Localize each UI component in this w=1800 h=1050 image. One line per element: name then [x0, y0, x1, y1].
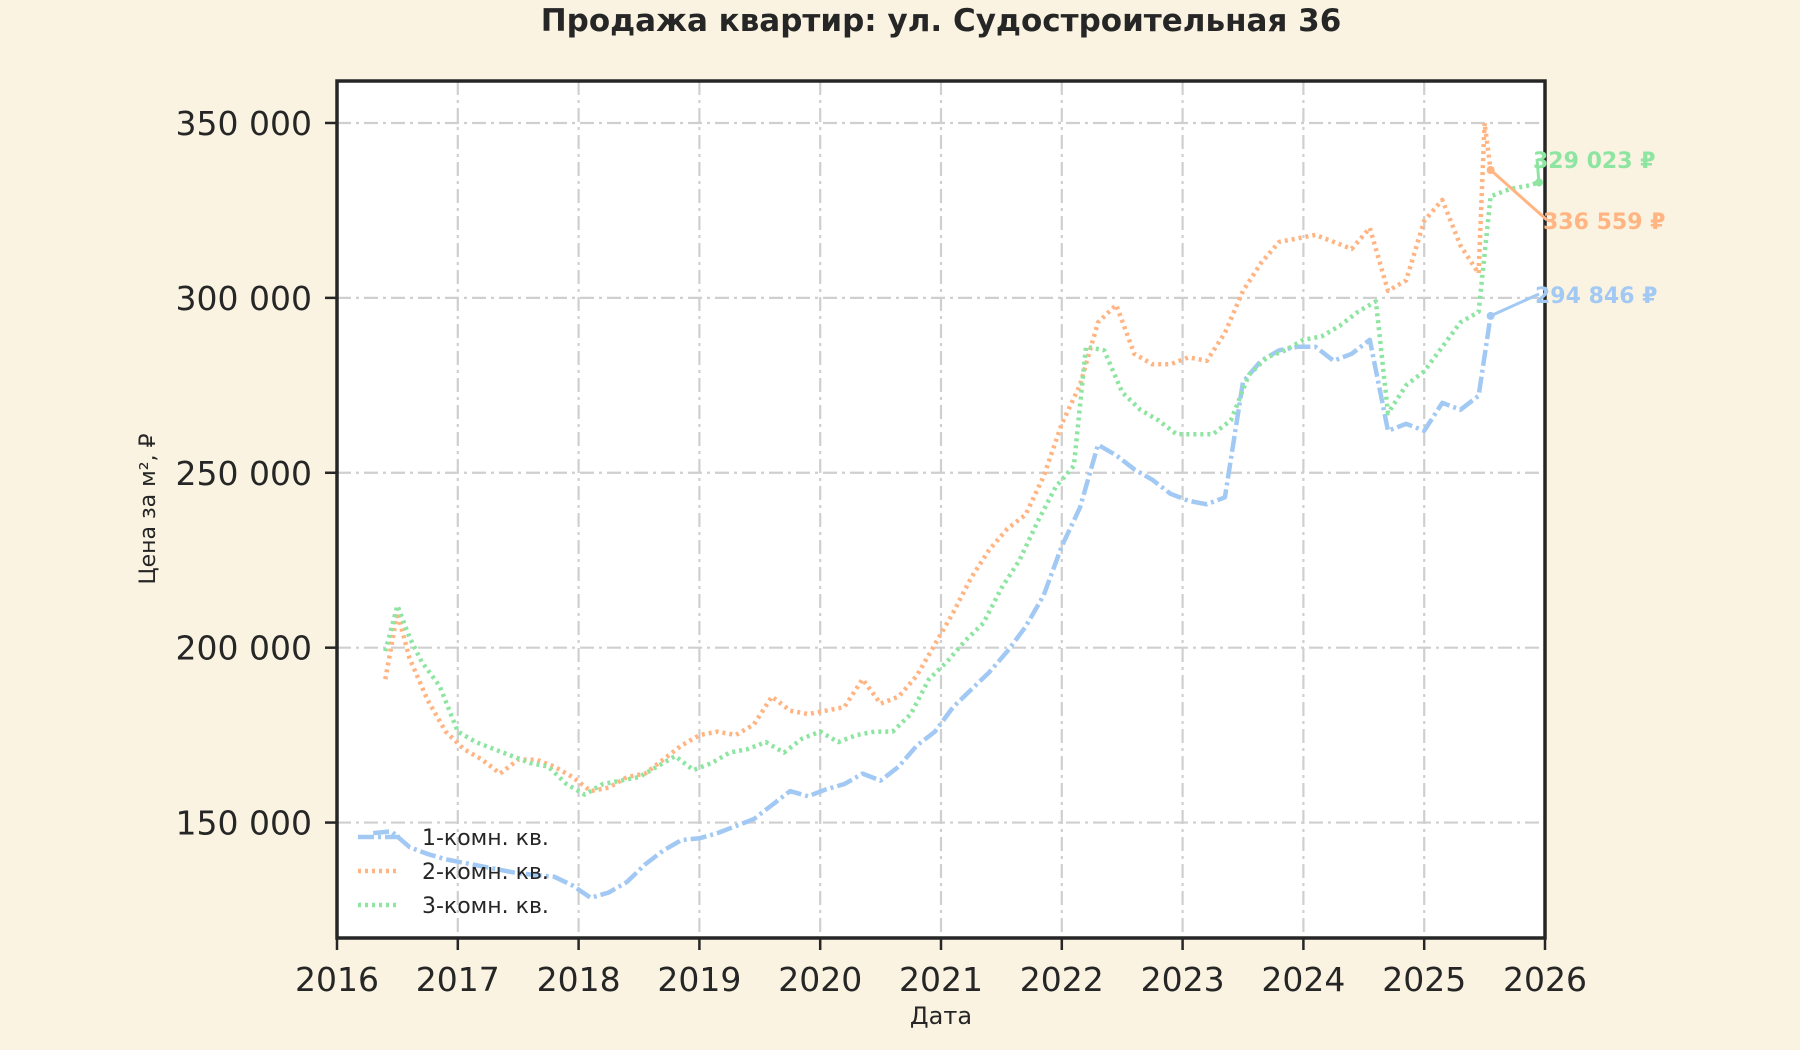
- series-line-2: [383, 120, 1493, 794]
- legend-label: 2-комн. кв.: [422, 860, 549, 885]
- x-axis-label: Дата: [910, 1002, 972, 1030]
- legend: 1-комн. кв. 2-комн. кв. 3-комн. кв.: [358, 826, 549, 919]
- annotation-endpoint: [1486, 165, 1495, 174]
- chart-title: Продажа квартир: ул. Судостроительная 36: [541, 3, 1342, 39]
- annotation-endpoint: [1534, 178, 1543, 187]
- y-tick-label: 150 000: [176, 804, 312, 843]
- y-axis: 150 000 200 000 250 000 300 000 350 000: [176, 104, 337, 843]
- y-tick-label: 250 000: [176, 454, 312, 493]
- series-line-3: [383, 180, 1540, 797]
- x-tick-label: 2021: [899, 960, 983, 999]
- x-tick-label: 2026: [1503, 960, 1587, 999]
- x-tick-label: 2019: [657, 960, 741, 999]
- y-tick-label: 200 000: [176, 629, 312, 668]
- annotation-label: 336 559 ₽: [1543, 210, 1665, 235]
- x-tick-label: 2024: [1261, 960, 1345, 999]
- series-layer: [372, 120, 1540, 901]
- y-tick-label: 300 000: [176, 279, 312, 318]
- annotation-endpoint: [1486, 311, 1495, 320]
- x-tick-label: 2022: [1020, 960, 1104, 999]
- x-tick-label: 2020: [778, 960, 862, 999]
- annotation-arrow: [1489, 168, 1548, 222]
- x-tick-label: 2023: [1141, 960, 1225, 999]
- x-tick-label: 2018: [537, 960, 621, 999]
- x-tick-label: 2016: [295, 960, 379, 999]
- y-axis-label: Цена за м², ₽: [136, 433, 161, 584]
- series-line-1: [372, 315, 1493, 901]
- legend-label: 3-комн. кв.: [422, 894, 549, 919]
- end-value-annotations: 329 023 ₽ 336 559 ₽ 294 846 ₽: [1486, 149, 1665, 320]
- x-tick-label: 2017: [416, 960, 500, 999]
- x-tick-label: 2025: [1382, 960, 1466, 999]
- annotation-label: 329 023 ₽: [1533, 149, 1655, 174]
- annotation-label: 294 846 ₽: [1535, 284, 1657, 309]
- x-axis: 2016 2017 2018 2019 2020 2021 2022 2023 2024 2025…: [295, 938, 1587, 999]
- annotation-arrow: [1490, 292, 1540, 318]
- y-tick-label: 350 000: [176, 104, 312, 143]
- legend-label: 1-комн. кв.: [422, 826, 549, 851]
